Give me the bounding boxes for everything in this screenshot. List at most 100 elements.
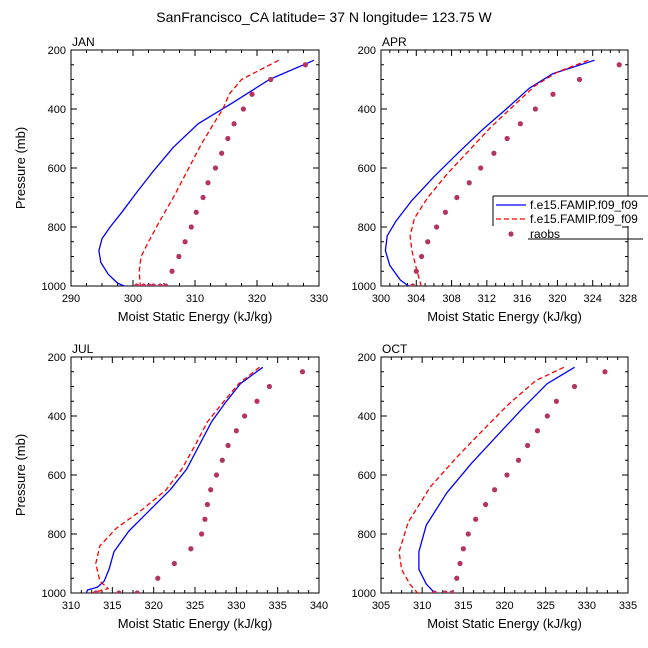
legend-marker-raobs xyxy=(508,231,514,237)
raobs-point xyxy=(504,135,510,142)
raobs-point xyxy=(492,487,498,493)
raobs-point xyxy=(457,560,463,567)
raobs-point xyxy=(157,283,163,286)
x-axis-label: Moist Static Energy (kJ/kg) xyxy=(118,616,273,631)
x-tick-label: 310 xyxy=(413,600,431,612)
series-group xyxy=(98,59,315,286)
x-tick-label: 330 xyxy=(578,600,596,612)
raobs-point xyxy=(532,106,538,112)
y-tick-label: 800 xyxy=(358,529,376,541)
panel-label: OCT xyxy=(382,342,408,356)
raobs-point xyxy=(433,224,440,230)
y-tick-label: 400 xyxy=(48,104,66,116)
y-axis-label: Pressure (mb) xyxy=(13,127,28,209)
y-tick-label: 400 xyxy=(48,411,66,423)
panel-label: APR xyxy=(382,35,407,49)
y-tick-label: 600 xyxy=(48,163,66,175)
raobs-point xyxy=(188,546,194,552)
raobs-point xyxy=(205,180,211,186)
raobs-point xyxy=(302,62,308,68)
raobs-point xyxy=(544,413,550,419)
raobs-point xyxy=(266,383,272,390)
panel-jan: 290 300 310 320 330 200 400 600 800 1000 JAN Moist … xyxy=(13,35,328,324)
legend: f.e15.FAMIP.f09_f09f.e15.FAMIP.f09_f09ra… xyxy=(492,195,648,241)
x-tick-label: 320 xyxy=(495,600,513,612)
raobs-point xyxy=(534,428,541,434)
raobs-point xyxy=(163,283,169,286)
x-axis-label: Moist Static Energy (kJ/kg) xyxy=(427,616,582,631)
x-tick-label: 330 xyxy=(227,600,245,612)
y-tick-label: 1000 xyxy=(42,588,66,600)
x-tick-label: 316 xyxy=(513,293,531,305)
x-tick-label: 330 xyxy=(310,293,328,305)
y-tick-label: 200 xyxy=(48,45,66,57)
raobs-point xyxy=(553,398,559,404)
raobs-point xyxy=(219,150,225,156)
raobs-point xyxy=(465,531,471,537)
raobs-point xyxy=(454,194,460,201)
raobs-point xyxy=(134,283,140,286)
raobs-point xyxy=(473,516,479,522)
model-line-dashed xyxy=(91,366,260,593)
panel-apr: 300 304 308 312 316 320 324 328 200 400 600 800 1000… xyxy=(352,35,638,324)
raobs-point xyxy=(425,239,431,245)
x-tick-label: 300 xyxy=(372,293,390,305)
raobs-point xyxy=(413,268,419,274)
x-tick-label: 320 xyxy=(144,600,162,612)
raobs-point xyxy=(225,135,231,142)
raobs-point xyxy=(442,590,448,593)
y-tick-label: 800 xyxy=(48,529,66,541)
raobs-point xyxy=(204,501,210,508)
raobs-point xyxy=(231,121,237,127)
raobs-point xyxy=(249,91,255,97)
raobs-point xyxy=(202,516,208,522)
x-tick-label: 325 xyxy=(536,600,554,612)
raobs-point xyxy=(478,165,484,171)
model-line-solid xyxy=(418,366,575,593)
raobs-point xyxy=(449,590,455,593)
y-tick-label: 200 xyxy=(358,45,376,57)
raobs-point xyxy=(182,239,188,245)
model-line-dashed xyxy=(398,366,565,593)
model-line-solid xyxy=(98,59,315,286)
raobs-point xyxy=(169,268,175,274)
raobs-point xyxy=(466,180,472,186)
x-tick-label: 328 xyxy=(619,293,637,305)
x-tick-label: 304 xyxy=(407,293,425,305)
raobs-point xyxy=(155,575,161,581)
raobs-point xyxy=(410,283,416,286)
raobs-point xyxy=(571,383,578,390)
raobs-point xyxy=(213,472,220,478)
raobs-point xyxy=(460,546,466,552)
panels: 290 300 310 320 330 200 400 600 800 1000 JAN Moist … xyxy=(13,35,637,631)
raobs-point xyxy=(454,575,460,581)
y-axis-label: Pressure (mb) xyxy=(13,434,28,516)
raobs-point xyxy=(225,442,231,449)
legend-label: f.e15.FAMIP.f09_f09 xyxy=(530,198,638,212)
raobs-point xyxy=(576,76,583,83)
x-tick-label: 315 xyxy=(454,600,472,612)
panel-label: JAN xyxy=(72,35,95,49)
model-line-dashed xyxy=(409,59,589,286)
y-tick-label: 1000 xyxy=(42,281,66,293)
raobs-point xyxy=(199,531,205,537)
raobs-point xyxy=(150,283,157,286)
y-tick-label: 800 xyxy=(358,222,376,234)
x-tick-label: 300 xyxy=(124,293,142,305)
y-tick-label: 800 xyxy=(48,222,66,234)
x-tick-label: 308 xyxy=(442,293,460,305)
raobs-point xyxy=(616,62,622,68)
figure-title: SanFrancisco_CA latitude= 37 N longitude… xyxy=(156,9,492,25)
legend-label: f.e15.FAMIP.f09_f09 xyxy=(530,212,638,226)
raobs-point xyxy=(242,413,248,419)
x-tick-label: 310 xyxy=(186,293,204,305)
raobs-point xyxy=(212,165,219,171)
raobs-point xyxy=(268,76,274,83)
raobs-point xyxy=(200,194,206,201)
raobs-point xyxy=(418,253,425,260)
x-tick-label: 290 xyxy=(62,293,80,305)
x-tick-label: 310 xyxy=(62,600,80,612)
y-tick-label: 400 xyxy=(358,411,376,423)
plot-frame xyxy=(70,356,320,594)
